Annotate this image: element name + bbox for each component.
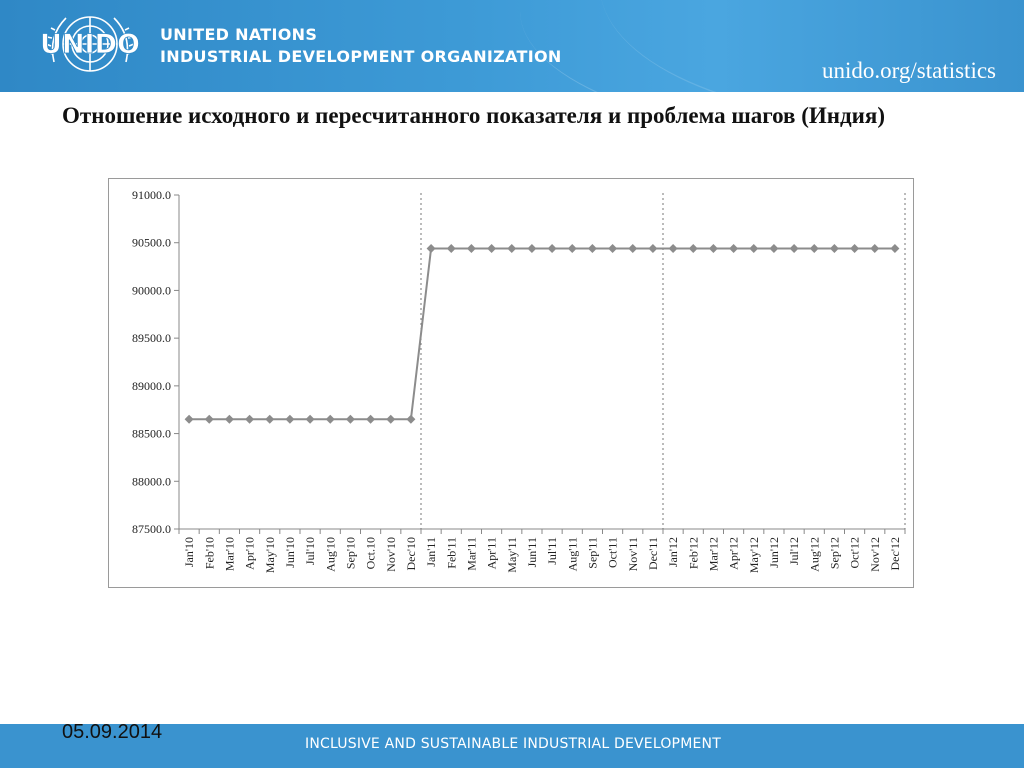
slide-date: 05.09.2014 [62,721,163,743]
data-point [829,243,839,253]
org-name-line1: UNITED NATIONS [160,25,318,44]
data-point [487,243,497,253]
x-tick-label: Feb'11 [444,537,458,569]
x-tick-label: Aug'12 [807,537,821,572]
x-tick-label: Apr'10 [243,537,257,570]
data-point [648,243,658,253]
data-point [366,414,376,424]
data-point [527,243,537,253]
y-tick-label: 89000.0 [132,379,171,393]
x-tick-label: May'11 [505,537,519,573]
x-tick-label: Jan'11 [424,537,438,567]
x-tick-label: Sep'12 [827,537,841,569]
x-tick-label: Apr'11 [485,537,499,569]
data-point [587,243,597,253]
data-point [628,243,638,253]
x-tick-label: Feb'12 [686,537,700,569]
data-point [265,414,275,424]
y-tick-label: 91000.0 [132,188,171,202]
x-tick-label: Mar'11 [464,537,478,571]
x-tick-label: Jun'12 [767,537,781,568]
x-tick-label: Jun'11 [525,537,539,567]
unido-logo-icon: UNIDO [40,16,140,72]
x-tick-label: Feb'10 [202,537,216,569]
data-point [850,243,860,253]
data-point [426,243,436,253]
x-tick-label: Jul'10 [303,537,317,565]
x-tick-label: Sep'11 [585,537,599,569]
x-tick-label: Oct.10 [364,537,378,569]
y-tick-label: 90000.0 [132,283,171,297]
data-point [870,243,880,253]
data-point [668,243,678,253]
data-point [567,243,577,253]
data-point [789,243,799,253]
y-tick-label: 88500.0 [132,427,171,441]
data-point [466,243,476,253]
data-point [729,243,739,253]
data-point [547,243,557,253]
data-point [749,243,759,253]
x-tick-label: Oct'12 [848,537,862,569]
data-point [386,414,396,424]
data-point [446,243,456,253]
data-point [224,414,234,424]
series-line [189,247,895,421]
y-tick-label: 88000.0 [132,474,171,488]
x-tick-label: Jul'12 [787,537,801,565]
data-point [305,414,315,424]
x-tick-label: Dec'10 [404,537,418,570]
data-point [245,414,255,424]
data-point [708,243,718,253]
x-tick-label: Dec'11 [646,537,660,570]
data-point [809,243,819,253]
data-point [345,414,355,424]
footer-bar [0,724,1024,768]
x-tick-label: Nov'11 [626,537,640,571]
x-tick-label: Dec'12 [888,537,902,570]
x-tick-label: Oct'11 [606,537,620,568]
x-tick-label: Mar'10 [222,537,236,571]
data-point [608,243,618,253]
x-tick-label: Jul'11 [545,537,559,565]
footer-tagline: INCLUSIVE AND SUSTAINABLE INDUSTRIAL DEV… [305,736,721,752]
x-tick-label: Jun'10 [283,537,297,568]
x-tick-label: Jan'12 [666,537,680,567]
y-tick-label: 90500.0 [132,236,171,250]
x-tick-label: Apr'12 [727,537,741,570]
data-point [688,243,698,253]
header-bar: UNIDO UNITED NATIONS INDUSTRIAL DEVELOPM… [0,0,1024,92]
line-chart: 87500.0 88000.0 88500.0 89000.0 89500.0 90000… [132,188,906,573]
data-point [769,243,779,253]
x-tick-label: Aug'10 [323,537,337,572]
x-tick-label: Nov'12 [868,537,882,572]
data-point [285,414,295,424]
x-tick-label: May'10 [263,537,277,573]
data-point [184,414,194,424]
x-tick-label: Nov'10 [384,537,398,572]
x-tick-label: Jan'10 [182,537,196,567]
site-url: unido.org/statistics [822,58,996,83]
x-tick-label: Mar'12 [706,537,720,571]
y-tick-label: 87500.0 [132,522,171,536]
chart-frame: 87500.0 88000.0 88500.0 89000.0 89500.0 90000… [108,178,914,588]
data-point [507,243,517,253]
x-tick-label: Aug'11 [565,537,579,571]
x-tick-label: Sep'10 [343,537,357,569]
slide-title: Отношение исходного и пересчитанного пок… [62,103,886,128]
org-name-line2: INDUSTRIAL DEVELOPMENT ORGANIZATION [160,47,562,66]
data-point [406,414,416,424]
x-tick-label: May'12 [747,537,761,573]
data-point [890,243,900,253]
data-point [204,414,214,424]
data-point [325,414,335,424]
y-tick-label: 89500.0 [132,331,171,345]
svg-text:UNIDO: UNIDO [40,29,140,60]
